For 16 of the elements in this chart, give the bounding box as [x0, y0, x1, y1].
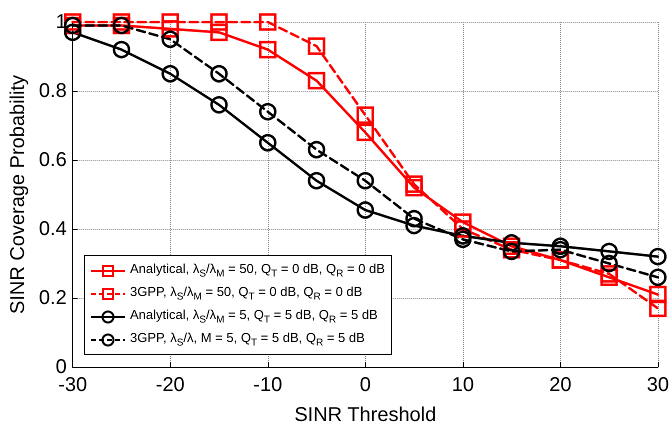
x-tick-label: 10	[452, 374, 474, 396]
y-tick-label: 0.4	[38, 218, 67, 240]
x-axis-title: SINR Threshold	[294, 404, 436, 426]
text: Analytical, λ$_{S}$/λ$_{M}$ = 50, Q$_{T}$ = 0 dB, Q$_{R}$ = 0 dB	[130, 261, 385, 280]
y-tick-label: 0.6	[38, 149, 67, 171]
x-tick-label: 30	[646, 374, 669, 396]
y-tick-label: 0.8	[38, 80, 67, 102]
x-tick-label: 20	[549, 374, 572, 396]
text: 3GPP, λ$_{S}$/λ$_{M}$ = 50, Q$_{T}$ = 0 dB, Q$_{R}$ = 0 dB	[130, 284, 362, 303]
y-axis-title: SINR Coverage Probability	[7, 75, 29, 314]
legend-label: 3GPP, λ$_{S}$/λ, M = 5, Q$_{T}$ = 5 dB, Q$_{R}$ = 5 dB	[130, 330, 365, 349]
y-tick-label: 0.2	[38, 287, 67, 309]
x-tick-label: 0	[360, 374, 371, 396]
text: Analytical, λ$_{S}$/λ$_{M}$ = 5, Q$_{T}$ = 5 dB, Q$_{R}$ = 5 dB	[130, 307, 378, 326]
x-tick-label: -10	[253, 374, 282, 396]
x-tick-label: -20	[156, 374, 185, 396]
